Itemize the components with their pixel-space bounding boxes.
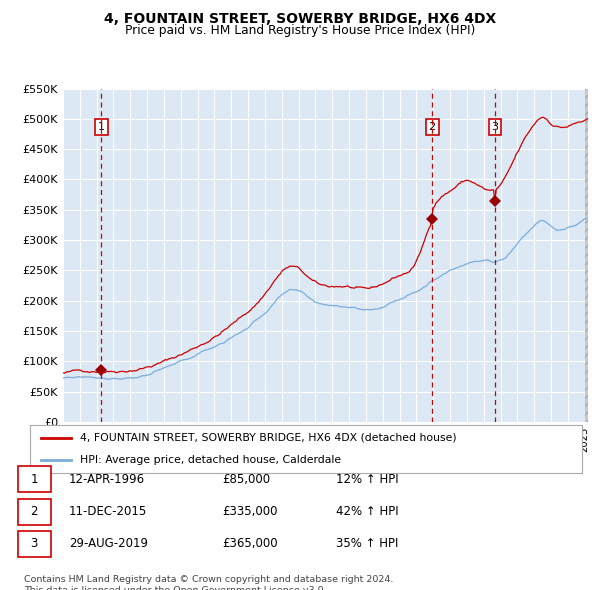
Text: 12-APR-1996: 12-APR-1996 [69, 473, 145, 486]
Text: 2: 2 [31, 505, 38, 518]
Text: 35% ↑ HPI: 35% ↑ HPI [336, 537, 398, 550]
Text: 3: 3 [491, 122, 498, 132]
Text: 29-AUG-2019: 29-AUG-2019 [69, 537, 148, 550]
Text: 1: 1 [98, 122, 105, 132]
Text: 4, FOUNTAIN STREET, SOWERBY BRIDGE, HX6 4DX (detached house): 4, FOUNTAIN STREET, SOWERBY BRIDGE, HX6 … [80, 433, 457, 443]
Text: 12% ↑ HPI: 12% ↑ HPI [336, 473, 398, 486]
Text: Contains HM Land Registry data © Crown copyright and database right 2024.
This d: Contains HM Land Registry data © Crown c… [24, 575, 394, 590]
Text: 42% ↑ HPI: 42% ↑ HPI [336, 505, 398, 518]
Text: 4, FOUNTAIN STREET, SOWERBY BRIDGE, HX6 4DX: 4, FOUNTAIN STREET, SOWERBY BRIDGE, HX6 … [104, 12, 496, 26]
Text: Price paid vs. HM Land Registry's House Price Index (HPI): Price paid vs. HM Land Registry's House … [125, 24, 475, 37]
Text: 2: 2 [428, 122, 436, 132]
Text: HPI: Average price, detached house, Calderdale: HPI: Average price, detached house, Cald… [80, 455, 341, 465]
Text: 3: 3 [31, 537, 38, 550]
Text: £335,000: £335,000 [222, 505, 277, 518]
Text: 11-DEC-2015: 11-DEC-2015 [69, 505, 147, 518]
Text: £365,000: £365,000 [222, 537, 278, 550]
Bar [584, 88, 588, 422]
Text: £85,000: £85,000 [222, 473, 270, 486]
Text: 1: 1 [31, 473, 38, 486]
